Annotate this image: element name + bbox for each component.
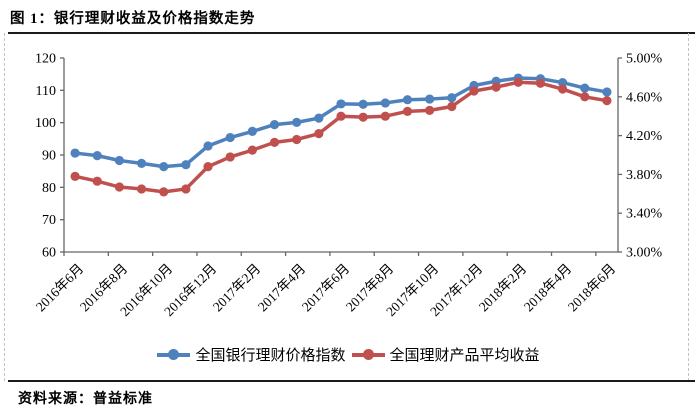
right-axis-label: 5.00%	[626, 52, 663, 67]
data-point	[469, 86, 479, 96]
data-point	[336, 99, 346, 109]
data-point	[602, 96, 612, 106]
data-point	[136, 184, 147, 194]
data-point	[292, 117, 302, 127]
data-point	[535, 78, 546, 88]
legend-label-avg-yield: 全国理财产品平均收益	[389, 348, 540, 364]
data-point	[225, 152, 235, 162]
data-point	[181, 160, 191, 170]
data-point	[203, 162, 213, 172]
data-point	[92, 151, 102, 161]
price-index-dot-icon	[168, 349, 180, 360]
top-divider	[8, 32, 695, 34]
data-point	[380, 98, 390, 108]
right-dashed-border	[688, 33, 689, 381]
figure-title: 图 1：银行理财收益及价格指数走势	[10, 11, 256, 27]
data-point	[358, 112, 368, 122]
legend-label-price-index: 全国银行理财价格指数	[195, 348, 346, 364]
data-point	[380, 111, 390, 121]
right-axis-label: 4.20%	[626, 129, 663, 144]
left-axis-label: 90	[42, 149, 56, 164]
data-point	[269, 120, 280, 130]
avg-yield-dot-icon	[362, 349, 374, 360]
data-point	[558, 84, 568, 94]
left-axis-label: 60	[42, 246, 56, 261]
data-point	[159, 187, 169, 197]
legend-item-price-index: 全国银行理财价格指数	[157, 344, 346, 365]
data-point	[203, 141, 213, 151]
data-point	[402, 106, 413, 116]
left-dashed-border	[4, 33, 5, 381]
data-point	[580, 92, 590, 102]
right-axis-label: 3.40%	[626, 207, 663, 222]
data-point	[580, 83, 590, 93]
avg-yield-line-marker-icon	[351, 349, 385, 360]
right-axis-label: 4.60%	[626, 90, 663, 105]
data-point	[558, 77, 568, 88]
line-chart: 60 70 80 90 100 110 120 3.00% 3.40% 3.80% 4.20% 4.6…	[35, 52, 663, 261]
right-axis-label: 3.80%	[626, 168, 663, 183]
data-point	[70, 171, 80, 181]
data-point	[425, 94, 435, 104]
data-point	[70, 148, 80, 158]
data-point	[447, 101, 457, 112]
chart-legend: 全国银行理财价格指数 全国理财产品平均收益	[0, 344, 697, 365]
data-point	[114, 182, 124, 192]
data-point	[181, 184, 191, 194]
data-point	[513, 77, 523, 87]
data-point	[269, 137, 280, 147]
price-index-line-marker-icon	[157, 349, 191, 360]
data-point	[336, 111, 346, 121]
data-point	[425, 105, 435, 115]
data-point	[292, 134, 302, 145]
data-point	[447, 93, 457, 103]
price-index-line	[74, 76, 608, 169]
data-point	[247, 126, 257, 136]
data-point	[114, 155, 124, 166]
data-point	[314, 113, 324, 123]
source-note: 资料来源：普益标准	[18, 392, 153, 407]
data-point	[247, 145, 257, 155]
data-point	[314, 129, 324, 139]
data-point	[602, 87, 612, 97]
left-axis-label: 120	[35, 52, 56, 67]
left-axis-label: 100	[35, 116, 56, 131]
left-axis-label: 110	[36, 84, 56, 99]
data-point	[491, 82, 501, 92]
data-point	[136, 158, 147, 169]
data-point	[92, 176, 102, 186]
right-axis-label: 3.00%	[626, 246, 663, 261]
data-point	[358, 99, 368, 109]
data-point	[159, 162, 169, 172]
left-axis-label: 80	[42, 181, 56, 196]
data-point	[402, 95, 413, 105]
avg-yield-line	[74, 80, 608, 194]
left-axis-label: 70	[42, 213, 56, 228]
chart-area: 60 70 80 90 100 110 120 3.00% 3.40% 3.80% 4.20% 4.6…	[33, 52, 663, 320]
bottom-divider	[8, 380, 695, 382]
data-point	[225, 132, 235, 143]
legend-item-avg-yield: 全国理财产品平均收益	[351, 344, 540, 365]
